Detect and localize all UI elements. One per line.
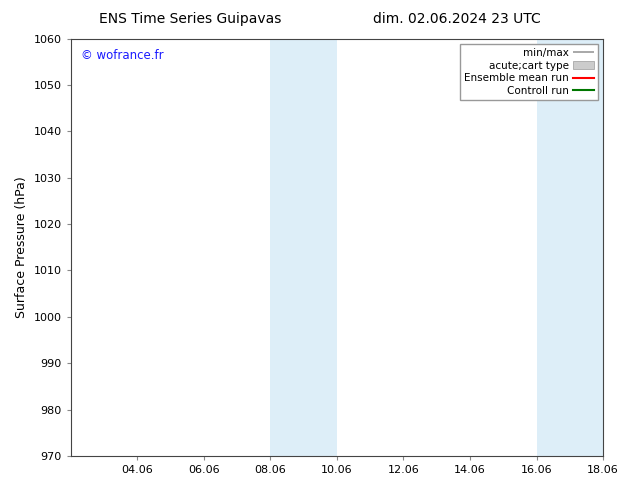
- Text: © wofrance.fr: © wofrance.fr: [81, 49, 164, 62]
- Text: dim. 02.06.2024 23 UTC: dim. 02.06.2024 23 UTC: [373, 12, 540, 26]
- Text: ENS Time Series Guipavas: ENS Time Series Guipavas: [99, 12, 281, 26]
- Y-axis label: Surface Pressure (hPa): Surface Pressure (hPa): [15, 176, 28, 318]
- Bar: [270, 39, 337, 456]
- Legend: min/max, acute;cart type, Ensemble mean run, Controll run: min/max, acute;cart type, Ensemble mean …: [460, 44, 598, 100]
- Bar: [536, 39, 603, 456]
